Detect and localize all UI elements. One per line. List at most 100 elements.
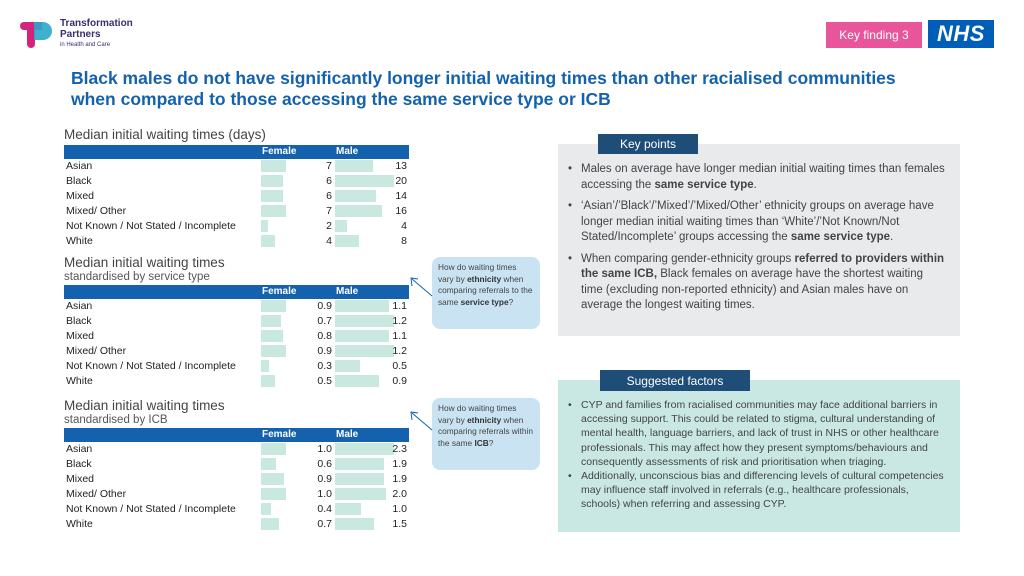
female-value: 6: [326, 190, 332, 202]
table-row: Black 0.6 1.9: [64, 457, 409, 472]
female-bar: [261, 443, 286, 455]
table3-subtitle: standardised by ICB: [64, 414, 168, 426]
male-bar: [335, 488, 386, 500]
row-group-label: White: [66, 375, 93, 387]
female-value: 0.5: [317, 375, 332, 387]
female-value: 4: [326, 235, 332, 247]
female-value: 1.0: [317, 443, 332, 455]
female-bar: [261, 190, 283, 202]
logo-line3: in Health and Care: [60, 42, 111, 48]
male-bar: [335, 235, 359, 247]
table-row: Mixed 0.8 1.1: [64, 329, 409, 344]
table-row: Asian 0.9 1.1: [64, 299, 409, 314]
table1-header: Female Male: [64, 145, 409, 159]
row-group-label: Mixed/ Other: [66, 345, 127, 357]
male-value: 1.2: [392, 345, 407, 357]
male-bar: [335, 345, 394, 357]
female-value: 0.8: [317, 330, 332, 342]
male-column-header: Male: [336, 146, 359, 157]
logo-line1: Transformation: [60, 18, 133, 29]
female-value: 7: [326, 160, 332, 172]
female-bar: [261, 503, 271, 515]
male-bar: [335, 518, 374, 530]
table-row: Mixed/ Other 0.9 1.2: [64, 344, 409, 359]
female-bar: [261, 235, 275, 247]
key-points-panel: Males on average have longer median init…: [558, 144, 960, 336]
male-value: 16: [395, 205, 407, 217]
nhs-logo: NHS: [928, 20, 994, 48]
table-row: Mixed 0.9 1.9: [64, 472, 409, 487]
table-row: Black 6 20: [64, 174, 409, 189]
row-group-label: Black: [66, 315, 92, 327]
female-value: 0.9: [317, 473, 332, 485]
callout-service-type: How do waiting times vary by ethnicity w…: [432, 257, 540, 329]
male-bar: [335, 220, 347, 232]
female-bar: [261, 375, 275, 387]
table3: Female Male Asian 1.0 2.3 Black 0.6 1.9 Mixed 0…: [64, 428, 409, 532]
female-column-header: Female: [262, 146, 297, 157]
male-column-header: Male: [336, 429, 359, 440]
male-value: 14: [395, 190, 407, 202]
male-bar: [335, 205, 382, 217]
row-group-label: White: [66, 235, 93, 247]
callout-icb: How do waiting times vary by ethnicity w…: [432, 398, 540, 470]
row-group-label: White: [66, 518, 93, 530]
table-row: Not Known / Not Stated / Incomplete 2 4: [64, 219, 409, 234]
male-bar: [335, 473, 384, 485]
female-bar: [261, 330, 283, 342]
female-column-header: Female: [262, 286, 297, 297]
male-value: 1.9: [392, 473, 407, 485]
table2-title: Median initial waiting times: [64, 255, 225, 270]
male-value: 1.1: [392, 330, 407, 342]
male-value: 0.5: [392, 360, 407, 372]
table3-title: Median initial waiting times: [64, 398, 225, 413]
row-group-label: Asian: [66, 160, 93, 172]
logo-mark-icon: [20, 20, 54, 50]
suggested-factor-item: Additionally, unconscious bias and diffe…: [566, 469, 950, 512]
male-value: 1.1: [392, 300, 407, 312]
female-value: 0.6: [317, 458, 332, 470]
female-bar: [261, 220, 268, 232]
key-finding-badge: Key finding 3: [826, 22, 922, 48]
female-bar: [261, 345, 286, 357]
table2-subtitle: standardised by service type: [64, 271, 210, 283]
female-column-header: Female: [262, 429, 297, 440]
male-bar: [335, 360, 360, 372]
female-value: 0.9: [317, 345, 332, 357]
male-value: 0.9: [392, 375, 407, 387]
row-group-label: Mixed: [66, 190, 95, 202]
female-bar: [261, 360, 269, 372]
table2-header: Female Male: [64, 285, 409, 299]
male-value: 2.0: [392, 488, 407, 500]
logo-line2: Partners: [60, 29, 101, 40]
key-point-item: ‘Asian’/’Black’/’Mixed’/’Mixed/Other’ et…: [566, 199, 946, 246]
male-bar: [335, 458, 384, 470]
callout-arrow-icon: [410, 411, 433, 431]
suggested-factors-panel: CYP and families from racialised communi…: [558, 380, 960, 532]
female-value: 0.3: [317, 360, 332, 372]
row-group-label: Black: [66, 175, 92, 187]
female-bar: [261, 300, 286, 312]
table1-title: Median initial waiting times (days): [64, 127, 266, 142]
female-value: 0.4: [317, 503, 332, 515]
table-row: White 0.7 1.5: [64, 517, 409, 532]
table-row: Asian 1.0 2.3: [64, 442, 409, 457]
male-value: 4: [401, 220, 407, 232]
callout-arrow-icon: [410, 277, 433, 297]
key-point-item: Males on average have longer median init…: [566, 162, 946, 193]
female-bar: [261, 488, 286, 500]
male-bar: [335, 160, 373, 172]
table-row: Not Known / Not Stated / Incomplete 0.4 1.…: [64, 502, 409, 517]
suggested-factors-header: Suggested factors: [600, 370, 750, 391]
male-bar: [335, 190, 376, 202]
male-bar: [335, 175, 394, 187]
row-group-label: Asian: [66, 300, 93, 312]
row-group-label: Black: [66, 458, 92, 470]
male-bar: [335, 375, 379, 387]
table-row: White 4 8: [64, 234, 409, 249]
male-value: 2.3: [392, 443, 407, 455]
table-row: Mixed/ Other 7 16: [64, 204, 409, 219]
table-row: Not Known / Not Stated / Incomplete 0.3 0.…: [64, 359, 409, 374]
female-value: 1.0: [317, 488, 332, 500]
table-row: Black 0.7 1.2: [64, 314, 409, 329]
